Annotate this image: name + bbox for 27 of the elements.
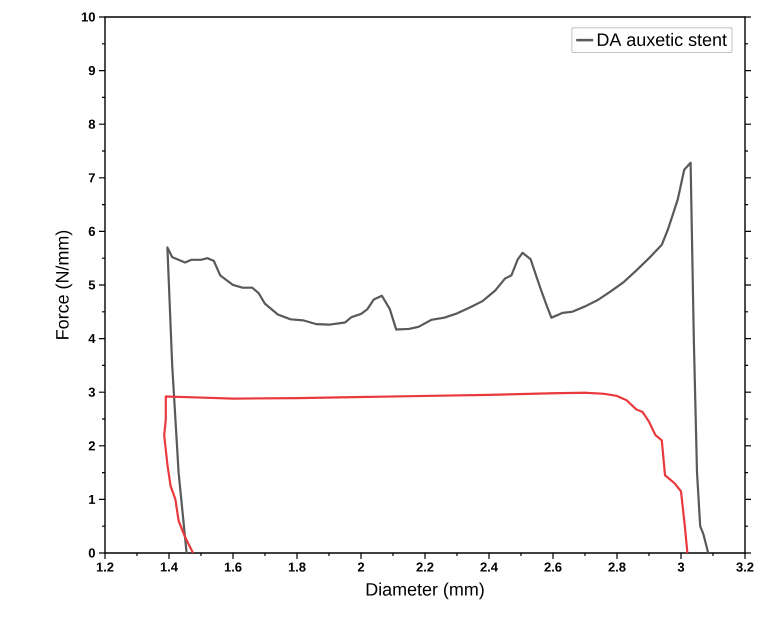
x-tick-label: 1.4 — [160, 562, 178, 572]
y-tick-label: 9 — [88, 66, 95, 76]
x-tick-label: 2 — [358, 562, 364, 572]
y-tick-label: 1 — [89, 494, 96, 504]
x-tick-label: 1.8 — [288, 562, 306, 572]
x-tick-label: 1.6 — [224, 562, 242, 572]
y-tick-label: 4 — [88, 334, 96, 344]
x-tick-label: 3.2 — [736, 562, 754, 572]
y-tick-label: 8 — [88, 120, 96, 129]
x-tick-label: 3 — [678, 562, 684, 572]
x-tick-label: 2.6 — [544, 562, 562, 572]
x-tick-label: 2.4 — [480, 562, 498, 572]
x-tick-label: 1.2 — [96, 562, 114, 572]
x-tick-label: 2.2 — [416, 562, 434, 572]
y-tick-label: 7 — [88, 173, 95, 182]
y-tick-label: 2 — [88, 441, 95, 450]
y-tick-label: 3 — [88, 388, 96, 397]
y-axis-title: Force (N/mm) — [56, 230, 72, 339]
x-axis-title: Diameter (mm) — [366, 582, 484, 600]
line-series — [166, 162, 710, 553]
x-tick-label: 2.8 — [608, 562, 626, 572]
line-series — [163, 392, 689, 553]
y-tick-label: 6 — [88, 226, 96, 236]
y-tick-label: 10 — [82, 12, 95, 22]
y-tick-label: 5 — [88, 280, 96, 290]
legend-label: DA auxetic stent — [598, 32, 727, 46]
y-tick-label: 0 — [88, 548, 95, 558]
